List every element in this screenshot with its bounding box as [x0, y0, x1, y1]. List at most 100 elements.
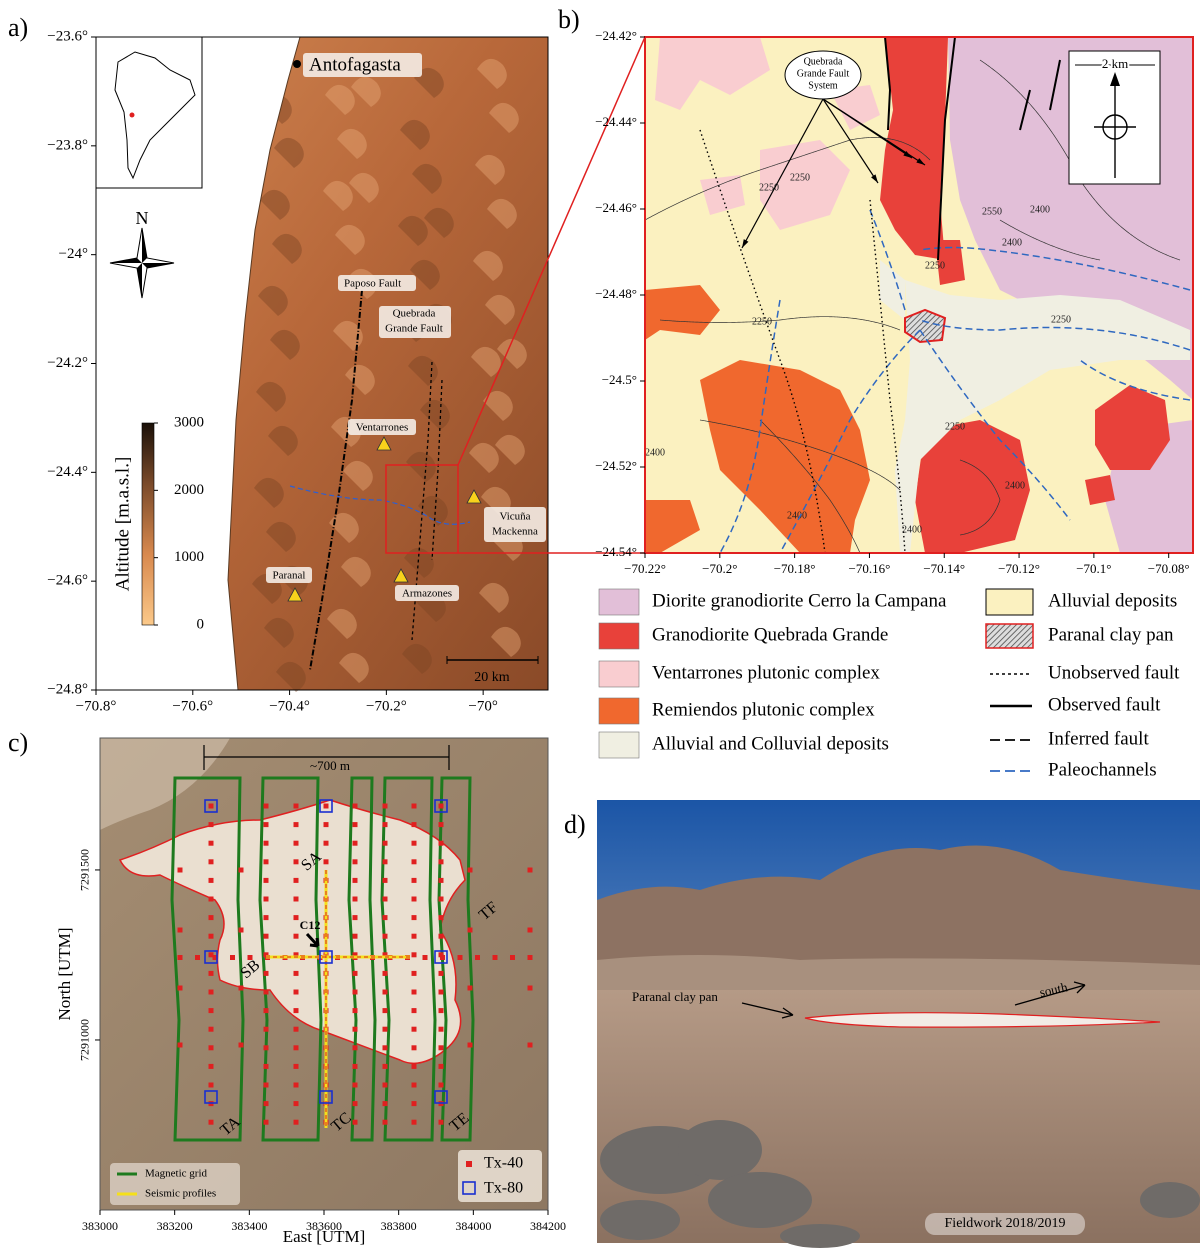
tx-40 [353, 1027, 358, 1032]
y-tick-label: −24.5° [602, 372, 637, 387]
rock [678, 1120, 762, 1180]
rock [708, 1172, 812, 1228]
tx-40 [294, 1045, 299, 1050]
tx-40 [264, 897, 269, 902]
site-marker [130, 113, 135, 118]
tx-40 [468, 1043, 473, 1048]
y-tick-label: −24° [59, 246, 88, 262]
legend-swatch [599, 661, 639, 687]
tx-40 [294, 990, 299, 995]
callout-text: System [808, 80, 838, 91]
x-tick-label: −70.1° [1076, 561, 1111, 576]
scale-label: 2 km [1102, 56, 1128, 71]
city [293, 60, 301, 68]
tx-40 [209, 1027, 214, 1032]
tx-40 [412, 878, 417, 883]
colorbar-tick-label: 0 [197, 616, 205, 632]
tx-40 [264, 1101, 269, 1106]
legend-label: Magnetic grid [145, 1168, 208, 1180]
contour-label: 2400 [1030, 204, 1050, 215]
tx-40 [383, 897, 388, 902]
tx-40 [324, 841, 329, 846]
tx-40 [353, 841, 358, 846]
y-tick-label: −24.54° [595, 544, 637, 559]
rock [780, 1224, 860, 1248]
tx-40 [353, 878, 358, 883]
figure: NAntofagastaPaposo FaultQuebradaGrande F… [0, 0, 1200, 1252]
legend-swatch [599, 732, 639, 758]
tx-40 [528, 928, 533, 933]
tx-40 [412, 1008, 417, 1013]
tx-40 [294, 1101, 299, 1106]
tx-40 [294, 1064, 299, 1069]
contour-label: 2400 [1005, 480, 1025, 491]
tx-40 [353, 1083, 358, 1088]
tx-40 [353, 804, 358, 809]
legend-label: Unobserved fault [1048, 662, 1180, 683]
tx-40 [264, 1120, 269, 1125]
tx-40 [209, 1064, 214, 1069]
y-tick-label: −23.6° [47, 28, 88, 44]
tx-40 [239, 868, 244, 873]
tx-40 [209, 878, 214, 883]
tx-40 [383, 841, 388, 846]
inset [96, 37, 202, 188]
tx-40 [178, 928, 183, 933]
tx-40 [353, 934, 358, 939]
x-tick-label: −70.12° [998, 561, 1040, 576]
tx-40 [353, 1101, 358, 1106]
panel-label: d) [564, 810, 586, 839]
tx-40 [264, 1083, 269, 1088]
contour-label: 2550 [982, 206, 1002, 217]
tx-40 [423, 955, 428, 960]
tx-40 [383, 1064, 388, 1069]
tx-40 [294, 1120, 299, 1125]
tx-40 [209, 1045, 214, 1050]
contour-label: 2250 [752, 316, 772, 327]
contour-label: 2400 [902, 524, 922, 535]
tx-40 [412, 1101, 417, 1106]
tx-40 [353, 859, 358, 864]
y-tick-label: −24.8° [47, 681, 88, 697]
tx-40 [528, 1043, 533, 1048]
x-tick-label: −70.18° [774, 561, 816, 576]
tx-40 [209, 915, 214, 920]
tx-40 [264, 1064, 269, 1069]
tx-40 [294, 804, 299, 809]
tx-40 [383, 1083, 388, 1088]
tx-40 [264, 804, 269, 809]
x-tick-label: −70.14° [923, 561, 965, 576]
tx-40 [383, 822, 388, 827]
colorbar-tick-label: 1000 [174, 549, 204, 565]
profile-label: C12 [300, 918, 321, 932]
tx-40 [294, 1083, 299, 1088]
tx-40 [324, 804, 329, 809]
x-tick-label: −70.16° [849, 561, 891, 576]
colorbar [142, 423, 154, 625]
y-tick-label: −24.46° [595, 200, 637, 215]
place-label: Paposo Fault [344, 278, 401, 290]
tx-40 [412, 1120, 417, 1125]
tx-40 [209, 1008, 214, 1013]
tx-40 [264, 1008, 269, 1013]
legend-label: Alluvial and Colluvial deposits [652, 733, 889, 754]
legend-marker [466, 1161, 472, 1167]
place-label: Antofagasta [309, 54, 401, 75]
tx-40 [412, 859, 417, 864]
y-tick-label: −24.42° [595, 28, 637, 43]
legend-swatch [599, 589, 639, 615]
tx-40 [439, 934, 444, 939]
tx-40 [353, 1064, 358, 1069]
tx-40 [353, 915, 358, 920]
x-tick-label: −70.22° [624, 561, 666, 576]
tx-40 [294, 915, 299, 920]
tx-40 [412, 822, 417, 827]
x-tick-label: −70.2° [366, 698, 407, 714]
tx-40 [439, 1083, 444, 1088]
tx-40 [209, 841, 214, 846]
panel-label: b) [558, 5, 580, 34]
x-tick-label: 384200 [530, 1219, 566, 1233]
tx-40 [294, 1008, 299, 1013]
clay-pan [905, 310, 945, 342]
place-label: Ventarrones [356, 422, 409, 434]
